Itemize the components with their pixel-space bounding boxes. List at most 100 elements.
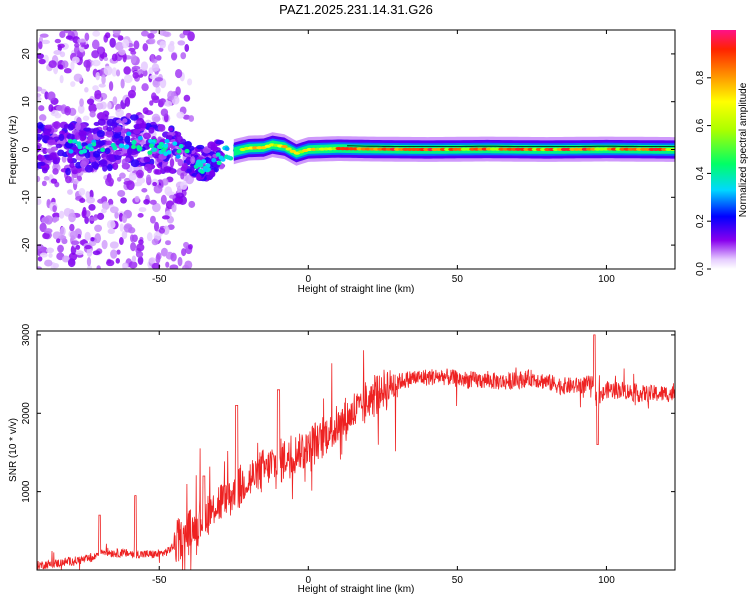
spectrogram-noise-blob: [79, 38, 87, 43]
spectrogram-noise-blob: [38, 41, 43, 50]
colorbar-tick-label: 0.8: [695, 70, 706, 84]
spectrogram-noise-blob: [52, 231, 62, 240]
spectrogram-core-blob: [137, 135, 143, 141]
spectrogram-x-ticks: -50 0 50 100: [152, 30, 615, 285]
spectrogram-noise-blob: [152, 97, 160, 104]
spectrogram-noise-blob: [84, 231, 91, 241]
spectrogram-noise-blob: [181, 264, 190, 269]
spectrogram-noise-blob: [101, 239, 108, 250]
spectrogram-noise-blob: [89, 189, 94, 199]
spectrogram-noise-blob: [160, 247, 168, 257]
spectrogram-band-blob: [185, 156, 192, 164]
spectrogram-noise-blob: [38, 114, 47, 122]
spectrogram-noise-blob: [103, 57, 109, 62]
spectrogram-ridge-core: [289, 149, 296, 153]
spectrogram-band-blob: [79, 135, 86, 142]
spectrogram-noise-blob: [161, 178, 169, 186]
spectrogram-noise-blob: [145, 174, 152, 183]
spectrogram-noise-blob: [48, 253, 53, 258]
spectrogram-noise-blob: [37, 244, 44, 252]
spectrogram-core-blob: [220, 157, 226, 162]
spectrogram-noise-blob: [141, 188, 148, 193]
spectrogram-noise-blob: [84, 244, 92, 250]
spectrogram-noise-blob: [91, 50, 100, 59]
spectrogram-band-blob: [202, 146, 212, 154]
spectrogram-band-blob: [102, 164, 108, 172]
spectrogram-noise-blob: [150, 215, 156, 224]
spectrogram-noise-blob: [90, 237, 95, 242]
spectrogram-noise-blob: [154, 77, 164, 82]
spectrogram-band-blob: [99, 159, 108, 167]
spectrogram-noise-blob: [58, 210, 65, 219]
spectrogram-noise-blob: [92, 85, 99, 91]
spectrogram-noise-blob: [183, 94, 191, 102]
snr-y-tick-label: 3000: [21, 323, 32, 346]
spectrogram-noise-blob: [160, 108, 169, 117]
spectrogram-noise-blob: [131, 255, 137, 263]
spectrogram-core-blob: [216, 160, 222, 166]
spectrogram-noise-blob: [128, 261, 138, 269]
spectrogram-noise-blob: [105, 259, 115, 267]
spectrogram-band-blob: [49, 152, 57, 160]
spectrogram-noise-blob: [106, 101, 112, 110]
spectrogram-noise-blob: [44, 215, 53, 225]
spectrogram-noise-blob: [63, 30, 72, 34]
spectrogram-noise-blob: [57, 244, 64, 253]
spectrogram-noise-blob: [148, 67, 154, 76]
spectrogram-noise-blob: [37, 175, 41, 183]
spectrogram-y-tick-label: 20: [21, 48, 32, 60]
spectrogram-core-blob: [196, 159, 202, 164]
snr-y-ticks: 1000 2000 3000: [21, 323, 675, 503]
spectrogram-noise-blob: [109, 241, 119, 249]
spectrogram-noise-blob: [70, 81, 76, 87]
spectrogram-band-blob: [75, 122, 81, 131]
spectrogram-noise-blob: [169, 158, 175, 168]
spectrogram-band-blob: [37, 154, 43, 161]
spectrogram-noise-blob: [151, 202, 161, 213]
spectrogram-core-blob: [202, 167, 208, 172]
spectrogram-noise-blob: [121, 214, 128, 224]
spectrogram-ridge-line: [347, 145, 675, 147]
spectrogram-noise-blob: [38, 105, 45, 112]
spectrogram-noise-blob: [141, 30, 149, 37]
spectrogram-noise-blob: [96, 212, 105, 221]
snr-y-tick-label: 2000: [21, 402, 32, 425]
spectrogram-noise-blob: [123, 74, 133, 84]
spectrogram-noise-blob: [78, 188, 86, 196]
spectrogram-band-blob: [67, 123, 74, 131]
spectrogram-noise-blob: [147, 33, 155, 39]
spectrogram-noise-blob: [118, 49, 126, 56]
spectrogram-band-blob: [66, 133, 75, 140]
spectrogram-core-blob: [148, 143, 154, 149]
spectrogram-band-blob: [174, 135, 183, 144]
spectrogram-y-tick-label: 0: [21, 146, 32, 152]
spectrogram-noise-blob: [101, 208, 107, 214]
spectrogram-band-blob: [45, 148, 55, 154]
spectrogram-noise-blob: [177, 256, 183, 267]
spectrogram-noise-blob: [162, 225, 170, 235]
spectrogram-noise-blob: [91, 59, 101, 67]
spectrogram-noise-blob: [151, 262, 161, 269]
spectrogram-noise-blob: [123, 180, 133, 185]
spectrogram-noise-blob: [57, 43, 65, 49]
spectrogram-noise-blob: [39, 33, 49, 38]
spectrogram-noise-blob: [70, 60, 75, 71]
spectrogram-noise-blob: [131, 65, 141, 70]
spectrogram-noise-blob: [149, 100, 154, 106]
spectrogram-band-blob: [38, 161, 46, 167]
spectrogram-band-blob: [215, 139, 225, 145]
spectrogram-band-blob: [133, 128, 141, 135]
spectrogram-noise-blob: [61, 255, 70, 263]
spectrogram-noise-blob: [121, 230, 128, 240]
spectrogram-noise-blob: [119, 172, 126, 179]
spectrogram-noise-blob: [95, 71, 100, 81]
spectrogram-noise-blob: [138, 239, 144, 245]
spectrogram-noise-blob: [175, 86, 181, 96]
spectrogram-noise-blob: [130, 234, 135, 243]
spectrogram-noise-blob: [48, 60, 57, 69]
spectrogram-y-tick-label: -10: [21, 190, 32, 205]
spectrogram-noise-blob: [155, 86, 161, 94]
spectrogram-noise-blob: [37, 256, 43, 262]
spectrogram-noise-blob: [112, 30, 121, 36]
spectrogram-core-blob: [175, 154, 181, 159]
